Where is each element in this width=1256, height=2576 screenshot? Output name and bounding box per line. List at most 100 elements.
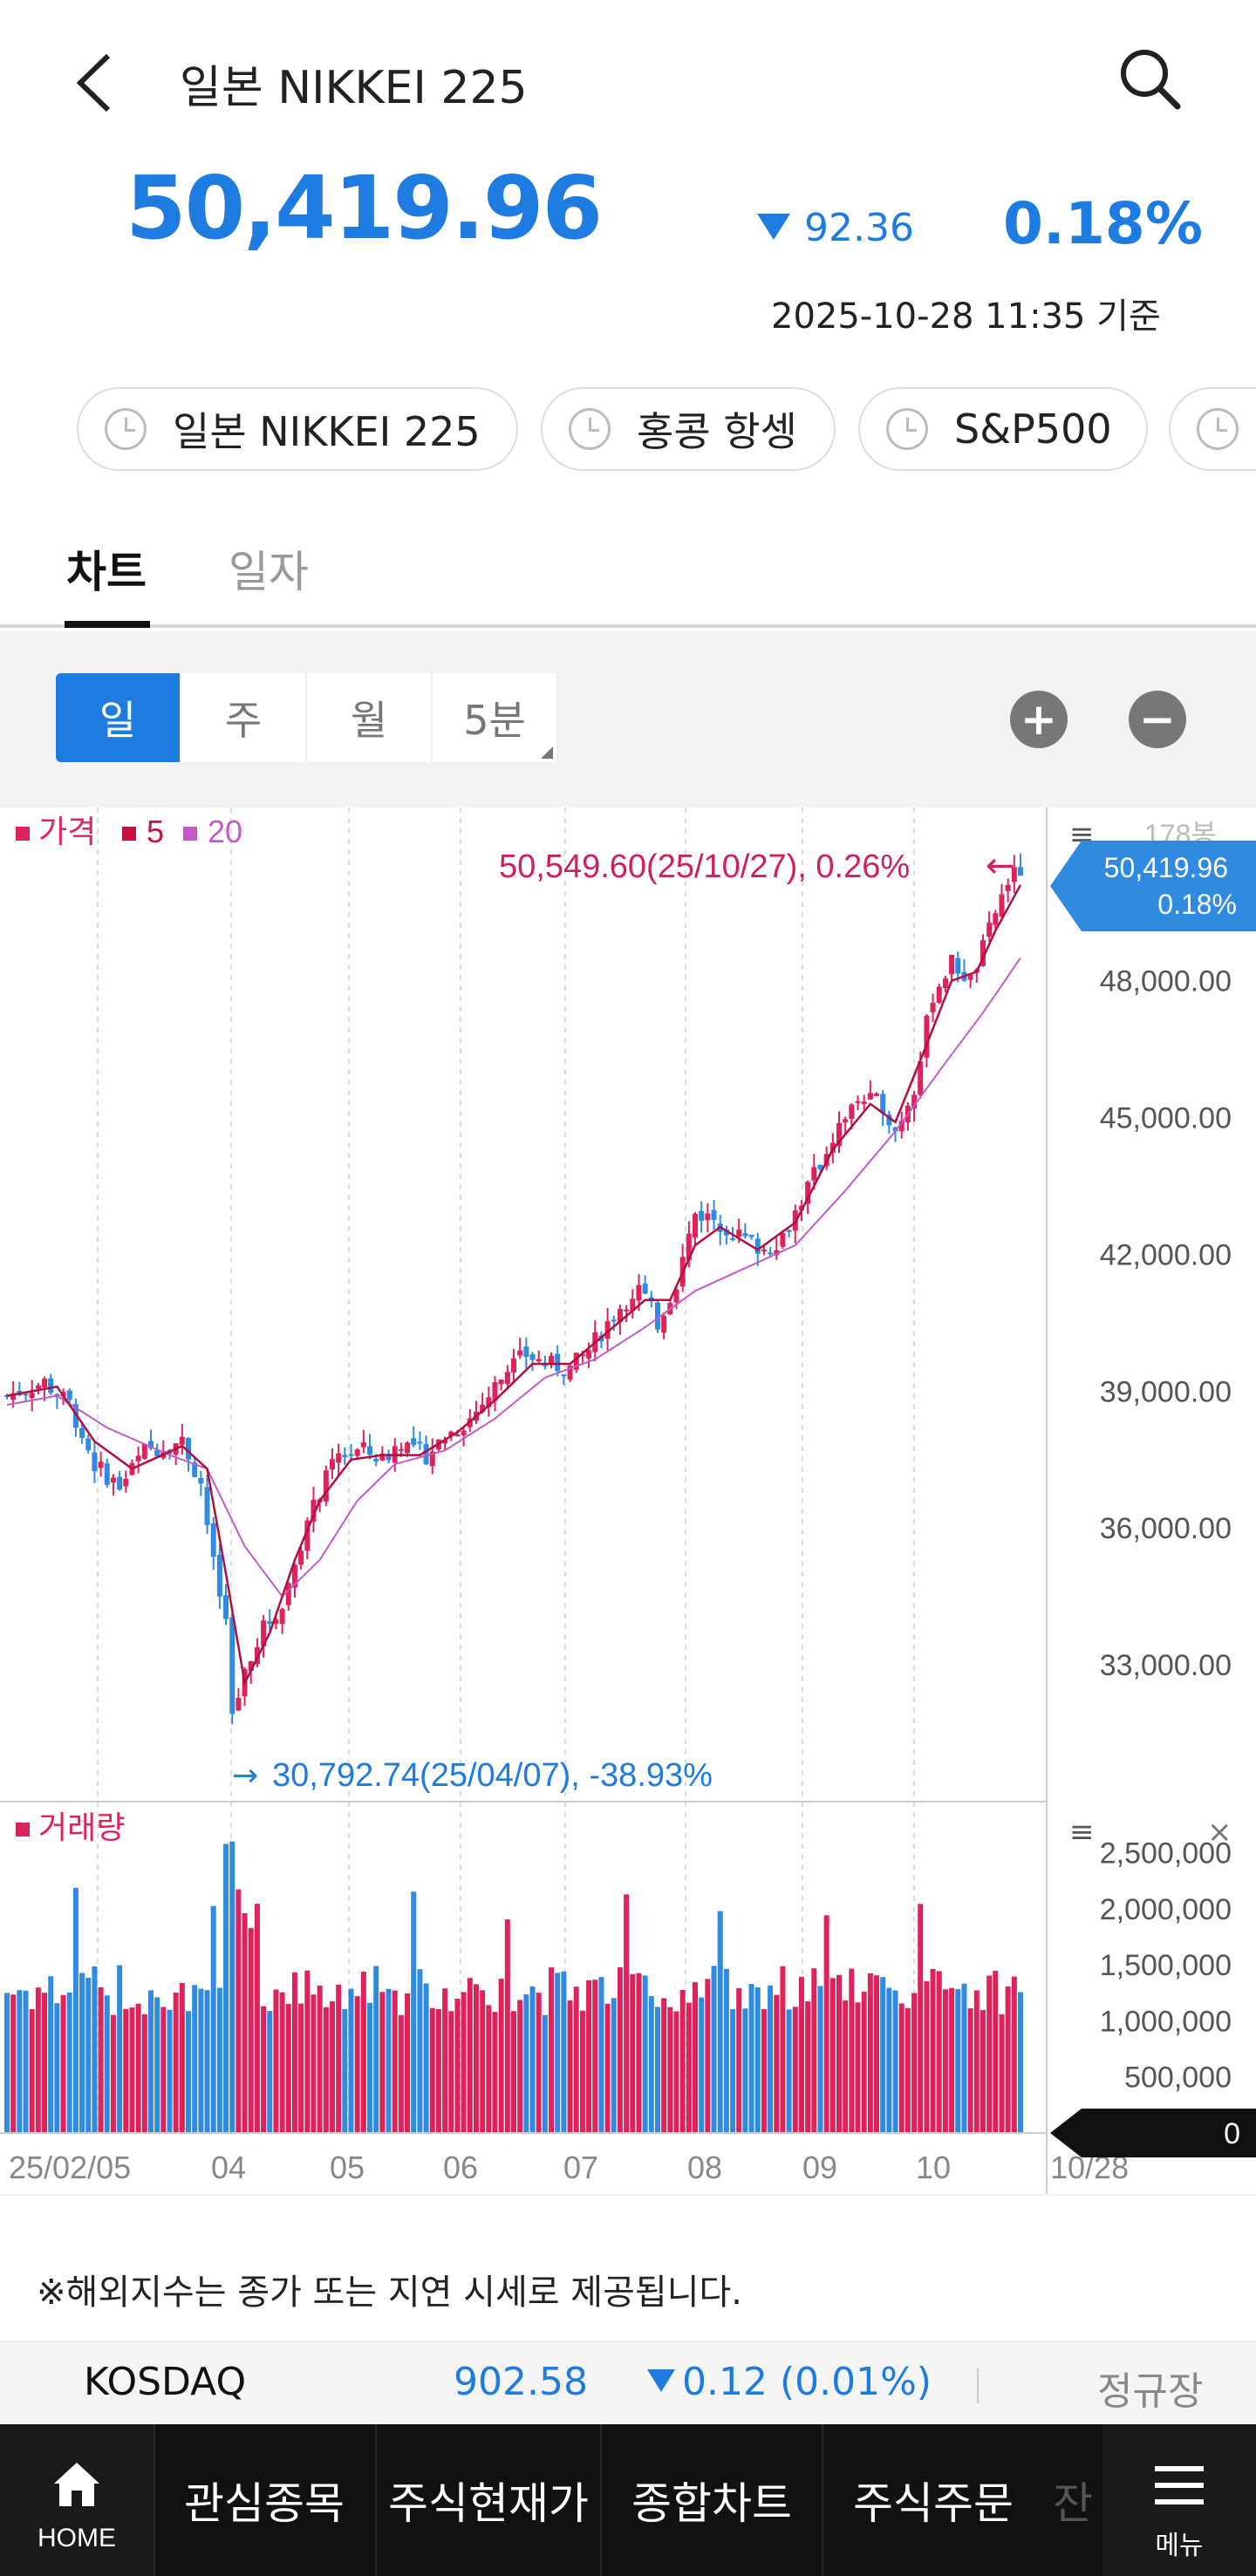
candle [630,1298,636,1312]
candle [673,1289,679,1303]
candle [198,1478,204,1484]
legend-ma20: 20 [208,814,242,849]
candle [35,1385,41,1389]
volume-bar [993,1971,999,2133]
volume-bar [867,1973,873,2133]
legend-price-swatch [16,827,30,841]
x-tick-label: 08 [687,2150,722,2185]
period-day-button[interactable]: 일 [56,673,181,762]
volume-tick-label: 2,000,000 [1100,1893,1232,1926]
volume-bar [79,1973,85,2133]
period-selector: 일 주 월 5분 [56,673,558,762]
volume-bar [517,2000,523,2133]
candle [291,1564,297,1588]
candle [42,1379,48,1388]
candle [523,1346,529,1358]
candle [135,1455,141,1462]
volume-hamburger-icon[interactable]: ≡ [1069,1815,1095,1850]
nav-order[interactable]: 주식주문 [853,2478,1014,2529]
legend-ma5-swatch [122,827,136,841]
delay-notice: ※해외지수는 종가 또는 지연 시세로 제공됩니다. [37,2273,743,2313]
candle [4,1394,10,1397]
volume-bar [529,1986,536,2133]
volume-bar [173,1992,179,2133]
nav-menu-button[interactable]: 메뉴 [1102,2424,1256,2576]
volume-bar [85,1978,92,2133]
volume-bar [736,1988,742,2133]
volume-bar [29,2009,35,2133]
tab-daily[interactable]: 일자 [229,547,309,597]
volume-bar [473,1984,479,2133]
ticker-change: 0.12 (0.01%) [647,2360,932,2404]
tab-chart[interactable]: 차트 [66,547,147,597]
nav-more[interactable]: 잔 [1053,2478,1093,2529]
back-button[interactable] [70,44,122,122]
volume-bar [630,1973,636,2133]
volume-bar [723,1968,729,2133]
legend-volume: 거래량 [38,1809,125,1845]
volume-bar [836,1974,842,2133]
volume-bar [843,2000,849,2133]
candle [454,1435,461,1437]
volume-bar [598,1977,604,2133]
volume-bar [924,1981,930,2133]
bottom-ticker[interactable]: KOSDAQ 902.58 0.12 (0.01%) 정규장 [0,2341,1256,2424]
volume-tick-label: 2,500,000 [1100,1837,1232,1871]
volume-bar [817,1986,823,2133]
candle [98,1462,104,1469]
period-week-button[interactable]: 주 [181,673,307,762]
nav-watchlist[interactable]: 관심종목 [184,2478,345,2529]
chip-more[interactable] [1169,387,1256,471]
volume-bar [980,2010,986,2133]
candle [329,1459,335,1470]
chart-svg[interactable]: 48,000.00 45,000.00 42,000.00 39,000.00 36,0… [0,808,1256,2194]
volume-bar [23,1990,29,2133]
candle [448,1431,454,1436]
volume-bar [1018,1992,1023,2133]
zoom-in-button[interactable]: + [1010,691,1068,748]
volume-bar [323,2007,329,2133]
volume-tag [1050,2109,1256,2157]
candle [768,1252,774,1255]
candle [980,940,986,966]
low-arrow-icon: → [232,1758,258,1794]
period-5min-button[interactable]: 5분 [433,673,558,762]
chevron-left-icon [76,53,111,112]
candle [780,1233,786,1247]
volume-bar [373,1966,379,2133]
chip-label: 일본 NIKKEI 225 [173,408,481,455]
zoom-out-button[interactable]: − [1129,691,1186,748]
chip-sp500[interactable]: S&P500 [858,387,1148,471]
volume-bar [311,1994,317,2133]
nav-composite-chart[interactable]: 종합차트 [631,2478,792,2529]
candle [92,1452,98,1472]
volume-tag-value: 0 [1224,2117,1240,2150]
candle [886,1114,892,1126]
candle [498,1379,504,1385]
price-chart[interactable]: 48,000.00 45,000.00 42,000.00 39,000.00 36,0… [0,808,1256,2194]
candle [811,1167,817,1181]
candle [761,1249,767,1251]
volume-bar [686,2002,692,2133]
period-month-button[interactable]: 월 [307,673,433,762]
candle [10,1393,17,1400]
volume-bar [254,1904,260,2133]
current-price: 50,419.96 [126,157,603,259]
candle [304,1520,311,1551]
candle [273,1619,279,1625]
volume-bar [661,1998,667,2133]
app-header: 일본 NIKKEI 225 [0,0,1256,166]
volume-close-icon[interactable]: × [1207,1815,1232,1850]
volume-bar [154,1997,160,2133]
chip-hangseng[interactable]: 홍콩 항셍 [541,387,836,471]
volume-bar [874,1975,880,2133]
legend-volume-swatch [16,1823,30,1837]
candle [536,1359,542,1362]
search-button[interactable] [1116,45,1183,112]
clock-icon [105,408,147,450]
nav-home-button[interactable]: HOME [0,2424,154,2576]
volume-bar [536,1993,542,2133]
volume-bar [967,2008,973,2133]
nav-current-price[interactable]: 주식현재가 [388,2478,589,2529]
chip-nikkei[interactable]: 일본 NIKKEI 225 [77,387,518,471]
